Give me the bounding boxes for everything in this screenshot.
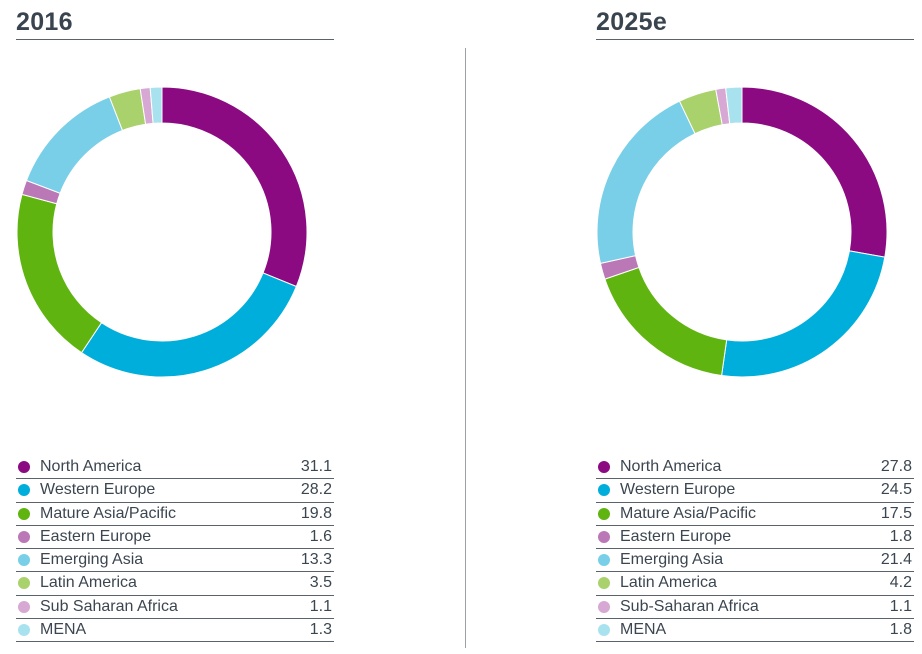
chart-panel-2025e: 2025e North America 27.8 Western Europe 24.…: [596, 0, 914, 654]
donut-slice: [25, 96, 124, 194]
legend-label: Latin America: [40, 574, 137, 592]
donut-slice: [721, 250, 886, 378]
legend-label: Emerging Asia: [620, 551, 724, 569]
legend-label: MENA: [620, 621, 667, 639]
legend-value: 1.1: [889, 597, 912, 615]
legend-label: Eastern Europe: [620, 527, 732, 545]
legend-value: 19.8: [300, 504, 332, 522]
legend-value: 21.4: [880, 551, 912, 569]
legend-label: Mature Asia/Pacific: [40, 504, 177, 522]
legend-label: MENA: [40, 621, 87, 639]
legend-row: Sub Saharan Africa 1.1: [16, 596, 334, 620]
legend-row: North America 27.8: [596, 456, 914, 480]
legend-value: 1.3: [309, 621, 332, 639]
legend-value: 1.6: [309, 527, 332, 545]
legend-label: Latin America: [620, 574, 717, 592]
legend-value: 4.2: [889, 574, 912, 592]
legend-label: Western Europe: [40, 481, 156, 499]
legend-row: Emerging Asia 13.3: [16, 549, 334, 573]
legend-value: 24.5: [880, 481, 912, 499]
donut-chart: [596, 86, 888, 378]
legend-row: Eastern Europe 1.8: [596, 526, 914, 550]
legend-row: Western Europe 24.5: [596, 479, 914, 503]
legend-value: 1.8: [889, 621, 912, 639]
legend-row: Sub-Saharan Africa 1.1: [596, 596, 914, 620]
legend-value: 28.2: [300, 481, 332, 499]
legend-row: Latin America 3.5: [16, 572, 334, 596]
legend-row: Eastern Europe 1.6: [16, 526, 334, 550]
legend-color-dot: [598, 461, 610, 473]
legend-color-dot: [598, 577, 610, 590]
legend-color-dot: [18, 530, 30, 543]
legend-value: 31.1: [300, 458, 332, 475]
legend-row: Mature Asia/Pacific 19.8: [16, 503, 334, 526]
legend-color-dot: [18, 600, 30, 613]
legend-color-dot: [18, 624, 30, 637]
legend-label: Emerging Asia: [40, 551, 144, 569]
legend-label: North America: [620, 458, 722, 475]
legend: North America 31.1 Western Europe 28.2 Matur…: [16, 456, 334, 643]
legend-value: 3.5: [309, 574, 332, 592]
chart-title: 2016: [16, 8, 334, 40]
legend-color-dot: [18, 484, 30, 497]
legend-color-dot: [18, 554, 30, 567]
legend-color-dot: [598, 554, 610, 567]
legend-color-dot: [18, 461, 30, 473]
legend-color-dot: [18, 507, 30, 520]
legend-label: Mature Asia/Pacific: [620, 504, 757, 522]
legend-row: Mature Asia/Pacific 17.5: [596, 503, 914, 526]
legend-color-dot: [598, 600, 610, 613]
legend-value: 1.8: [889, 527, 912, 545]
donut-slice: [149, 86, 163, 124]
legend: North America 27.8 Western Europe 24.5 Matur…: [596, 456, 914, 643]
donut-slice: [16, 193, 103, 354]
donut-slice: [725, 86, 743, 125]
legend-row: Emerging Asia 21.4: [596, 549, 914, 573]
legend-color-dot: [18, 577, 30, 590]
donut-slice: [80, 272, 298, 378]
donut-slice: [741, 86, 888, 258]
legend-color-dot: [598, 624, 610, 637]
legend-label: Sub Saharan Africa: [40, 597, 178, 615]
chart-title: 2025e: [596, 8, 914, 40]
chart-panel-2016: 2016 North America 31.1 Western Europe 28.2…: [16, 0, 334, 654]
legend-label: Eastern Europe: [40, 527, 152, 545]
legend-row: North America 31.1: [16, 456, 334, 480]
legend-row: MENA 1.3: [16, 619, 334, 643]
donut-chart: [16, 86, 308, 378]
donut-slice: [596, 100, 696, 264]
legend-value: 1.1: [309, 597, 332, 615]
legend-value: 27.8: [880, 458, 912, 475]
legend-row: Latin America 4.2: [596, 572, 914, 596]
legend-color-dot: [598, 530, 610, 543]
legend-value: 13.3: [300, 551, 332, 569]
legend-value: 17.5: [880, 504, 912, 522]
panel-divider: [465, 48, 466, 648]
legend-color-dot: [598, 507, 610, 520]
donut-slice: [161, 86, 308, 288]
donut-slice: [604, 266, 728, 377]
legend-label: Western Europe: [620, 481, 736, 499]
legend-color-dot: [598, 484, 610, 497]
legend-row: MENA 1.8: [596, 619, 914, 643]
legend-label: North America: [40, 458, 142, 475]
legend-row: Western Europe 28.2: [16, 479, 334, 503]
legend-label: Sub-Saharan Africa: [620, 597, 759, 615]
